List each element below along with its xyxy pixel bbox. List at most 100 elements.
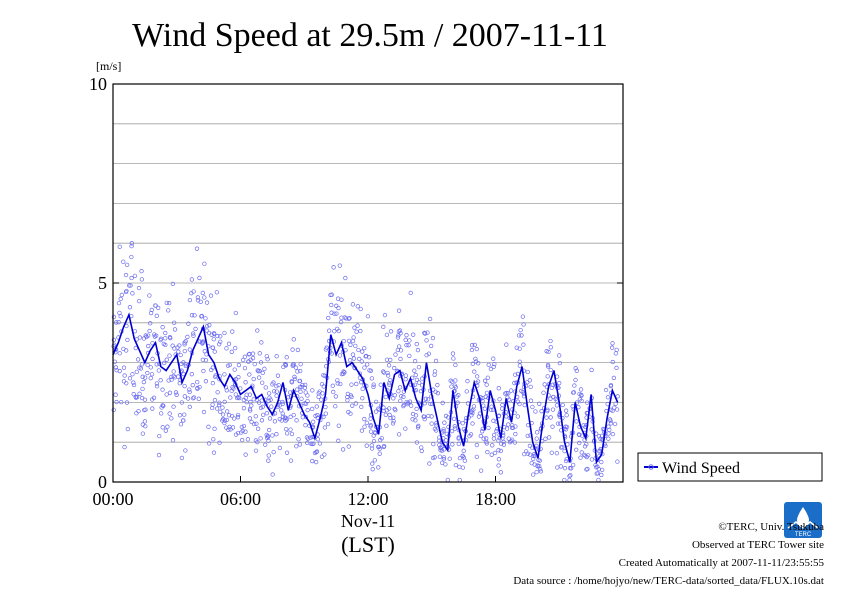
scatter-point <box>119 399 124 405</box>
scatter-point <box>534 436 539 441</box>
scatter-point <box>187 297 193 303</box>
scatter-point <box>263 442 268 447</box>
scatter-point <box>339 297 344 302</box>
footer-created: Created Automatically at 2007-11-11/23:5… <box>618 557 824 569</box>
scatter-point <box>119 292 124 298</box>
scatter-point <box>557 380 562 386</box>
scatter-point <box>145 333 151 338</box>
scatter-point <box>136 298 142 304</box>
scatter-point <box>247 372 252 377</box>
scatter-point <box>264 411 269 416</box>
scatter-point <box>610 432 615 437</box>
scatter-point <box>210 345 216 350</box>
scatter-point <box>270 433 275 438</box>
scatter-point <box>308 441 314 446</box>
scatter-point <box>349 382 354 387</box>
scatter-point <box>365 314 371 319</box>
scatter-point <box>507 440 513 445</box>
scatter-point <box>585 466 590 472</box>
scatter-point <box>338 381 343 387</box>
scatter-point <box>426 351 432 356</box>
scatter-point <box>297 378 302 384</box>
scatter-point <box>178 352 183 358</box>
scatter-point <box>299 396 304 401</box>
scatter-point <box>319 397 324 402</box>
scatter-point <box>182 412 187 417</box>
scatter-point <box>401 394 406 399</box>
scatter-point <box>532 462 537 467</box>
scatter-point <box>145 362 150 368</box>
scatter-point <box>496 463 501 468</box>
scatter-point <box>472 342 477 348</box>
scatter-point <box>422 330 427 336</box>
scatter-point <box>419 445 424 450</box>
scatter-point <box>114 399 119 405</box>
scatter-point <box>407 338 412 343</box>
scatter-point <box>191 331 196 336</box>
scatter-point <box>176 349 181 354</box>
scatter-point <box>484 382 489 387</box>
scatter-point <box>386 363 392 368</box>
scatter-point <box>291 337 296 342</box>
scatter-point <box>410 417 415 422</box>
scatter-point <box>127 305 133 310</box>
scatter-point <box>303 382 308 388</box>
scatter-point <box>296 437 301 442</box>
scatter-point <box>573 377 578 383</box>
scatter-point <box>260 404 265 409</box>
scatter-point <box>211 337 216 342</box>
scatter-point <box>455 400 460 405</box>
scatter-point <box>599 472 604 478</box>
scatter-point <box>295 347 301 353</box>
scatter-point <box>457 464 462 470</box>
scatter-point <box>543 436 548 441</box>
scatter-point <box>266 427 272 433</box>
scatter-point <box>506 391 511 396</box>
scatter-point <box>354 381 359 387</box>
scatter-point <box>288 427 293 432</box>
scatter-point <box>393 352 398 357</box>
scatter-point <box>388 415 393 421</box>
scatter-point <box>397 328 403 333</box>
scatter-point <box>163 330 168 336</box>
scatter-point <box>292 376 298 382</box>
scatter-point <box>111 407 116 413</box>
scatter-point <box>124 381 129 386</box>
scatter-point <box>393 407 398 413</box>
scatter-point <box>491 364 496 370</box>
scatter-point <box>215 390 220 395</box>
scatter-point <box>266 438 271 443</box>
scatter-point <box>432 455 437 460</box>
scatter-point <box>377 446 382 451</box>
scatter-point <box>605 395 611 400</box>
scatter-point <box>407 353 412 359</box>
scatter-point <box>169 377 174 382</box>
scatter-point <box>291 412 296 418</box>
scatter-point <box>236 395 241 400</box>
scatter-point <box>355 304 360 309</box>
scatter-point <box>148 375 153 381</box>
scatter-point <box>538 469 544 474</box>
scatter-point <box>484 441 489 446</box>
scatter-point <box>165 424 170 429</box>
scatter-point <box>259 398 264 403</box>
scatter-point <box>348 393 353 398</box>
scatter-point <box>267 395 272 400</box>
scatter-point <box>350 302 356 307</box>
scatter-point <box>334 311 339 316</box>
scatter-point <box>348 342 353 347</box>
scatter-point <box>211 450 217 455</box>
scatter-point <box>335 381 340 386</box>
scatter-point <box>461 455 467 460</box>
scatter-point <box>204 323 210 329</box>
scatter-point <box>182 383 187 389</box>
scatter-point <box>137 391 142 396</box>
scatter-point <box>131 380 136 385</box>
scatter-point <box>453 385 458 390</box>
scatter-point <box>208 293 214 298</box>
scatter-point <box>129 275 134 281</box>
scatter-point <box>236 362 242 368</box>
scatter-point <box>142 397 148 402</box>
scatter-point <box>520 390 525 395</box>
scatter-point <box>496 438 501 443</box>
